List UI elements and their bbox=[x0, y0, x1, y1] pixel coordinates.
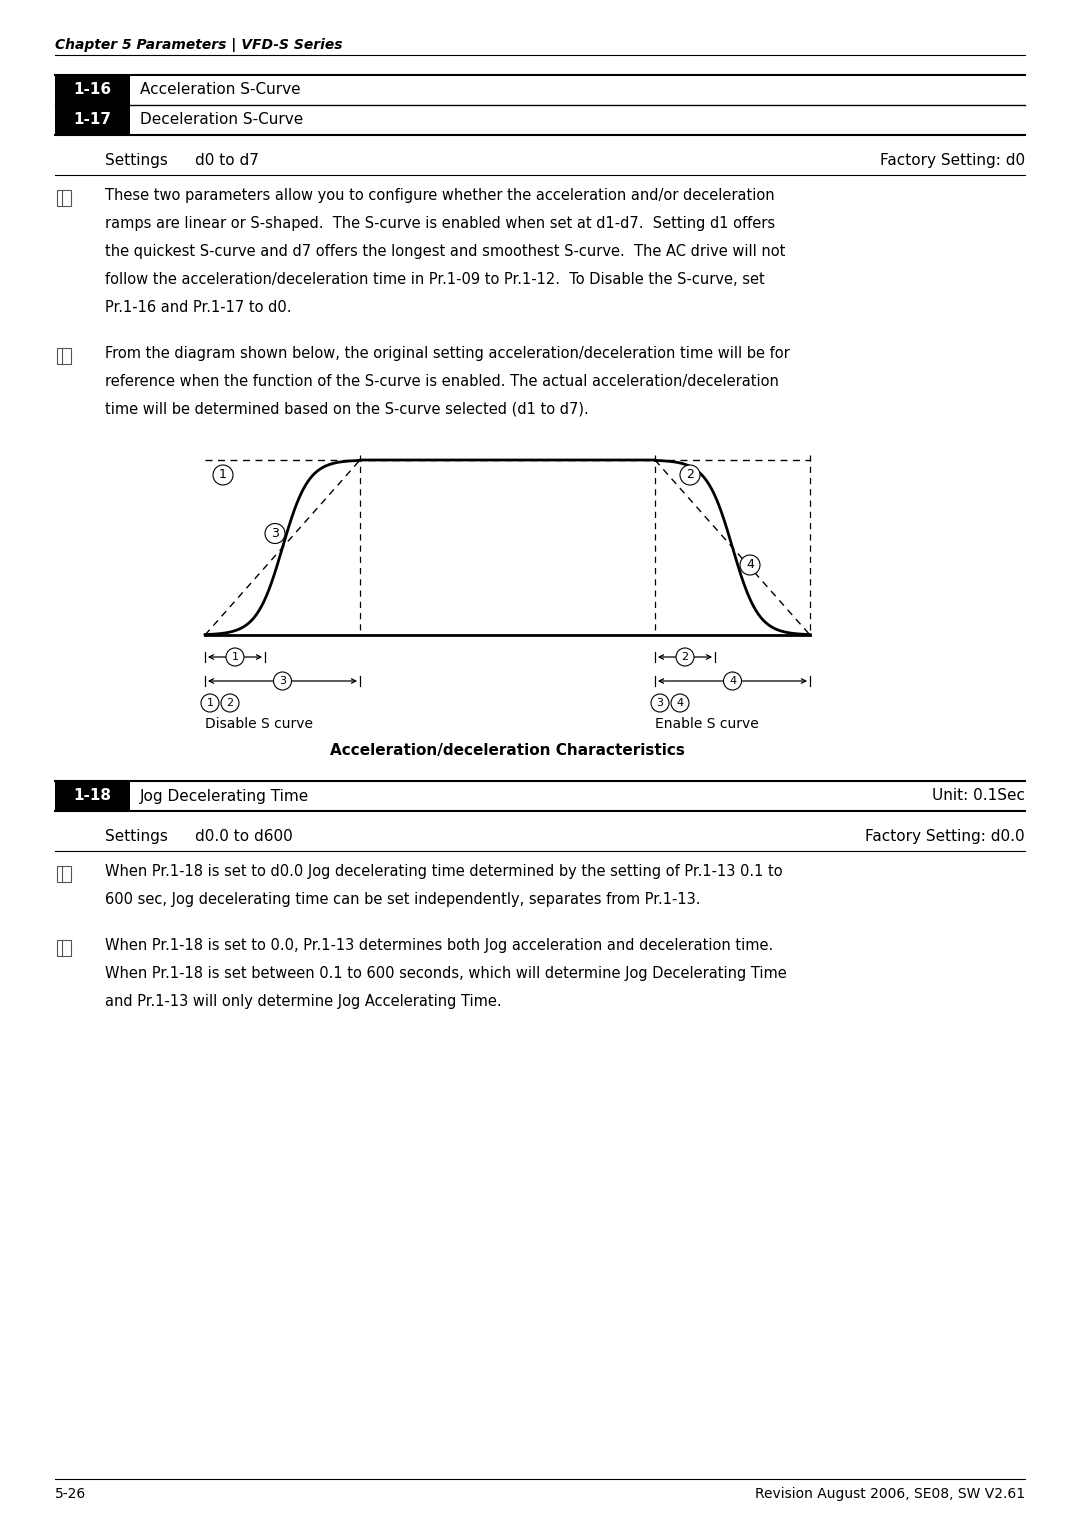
Text: 1-17: 1-17 bbox=[73, 112, 111, 127]
Bar bbox=[57, 348, 71, 364]
Bar bbox=[55, 781, 130, 811]
Bar bbox=[57, 190, 71, 206]
Circle shape bbox=[221, 693, 239, 712]
Text: d0 to d7: d0 to d7 bbox=[195, 153, 259, 169]
Circle shape bbox=[724, 672, 742, 690]
Text: Disable S curve: Disable S curve bbox=[205, 716, 313, 732]
Text: When Pr.1-18 is set to d0.0 Jog decelerating time determined by the setting of P: When Pr.1-18 is set to d0.0 Jog decelera… bbox=[105, 864, 783, 879]
Text: follow the acceleration/deceleration time in Pr.1-09 to Pr.1-12.  To Disable the: follow the acceleration/deceleration tim… bbox=[105, 272, 765, 287]
Circle shape bbox=[265, 523, 285, 543]
Text: 2: 2 bbox=[227, 698, 233, 709]
Circle shape bbox=[671, 693, 689, 712]
Text: 1-18: 1-18 bbox=[73, 788, 111, 804]
Text: 4: 4 bbox=[729, 676, 737, 686]
Text: 3: 3 bbox=[279, 676, 286, 686]
Text: 600 sec, Jog decelerating time can be set independently, separates from Pr.1-13.: 600 sec, Jog decelerating time can be se… bbox=[105, 891, 701, 907]
Text: 1-16: 1-16 bbox=[73, 83, 111, 98]
Text: Acceleration S-Curve: Acceleration S-Curve bbox=[140, 83, 300, 98]
Text: Jog Decelerating Time: Jog Decelerating Time bbox=[140, 788, 309, 804]
Text: Pr.1-16 and Pr.1-17 to d0.: Pr.1-16 and Pr.1-17 to d0. bbox=[105, 301, 292, 314]
Text: 4: 4 bbox=[676, 698, 684, 709]
Bar bbox=[55, 75, 130, 104]
Text: Chapter 5 Parameters | VFD-S Series: Chapter 5 Parameters | VFD-S Series bbox=[55, 38, 342, 52]
Text: When Pr.1-18 is set to 0.0, Pr.1-13 determines both Jog acceleration and deceler: When Pr.1-18 is set to 0.0, Pr.1-13 dete… bbox=[105, 937, 773, 953]
Text: Factory Setting: d0: Factory Setting: d0 bbox=[880, 153, 1025, 169]
Text: 5-26: 5-26 bbox=[55, 1486, 86, 1500]
Circle shape bbox=[213, 465, 233, 485]
Circle shape bbox=[680, 465, 700, 485]
Circle shape bbox=[651, 693, 669, 712]
Text: 3: 3 bbox=[657, 698, 663, 709]
Text: Factory Setting: d0.0: Factory Setting: d0.0 bbox=[865, 828, 1025, 844]
Bar bbox=[55, 104, 130, 135]
Text: reference when the function of the S-curve is enabled. The actual acceleration/d: reference when the function of the S-cur… bbox=[105, 374, 779, 390]
Text: ramps are linear or S-shaped.  The S-curve is enabled when set at d1-d7.  Settin: ramps are linear or S-shaped. The S-curv… bbox=[105, 216, 775, 232]
Bar bbox=[57, 940, 71, 956]
Text: 2: 2 bbox=[686, 468, 694, 482]
Circle shape bbox=[676, 647, 694, 666]
Text: Settings: Settings bbox=[105, 153, 167, 169]
Text: Deceleration S-Curve: Deceleration S-Curve bbox=[140, 112, 303, 127]
Bar bbox=[57, 867, 71, 882]
Text: 4: 4 bbox=[746, 558, 754, 572]
Text: From the diagram shown below, the original setting acceleration/deceleration tim: From the diagram shown below, the origin… bbox=[105, 347, 789, 360]
Text: Enable S curve: Enable S curve bbox=[654, 716, 759, 732]
Text: Unit: 0.1Sec: Unit: 0.1Sec bbox=[932, 788, 1025, 804]
Text: 3: 3 bbox=[271, 528, 279, 540]
Text: 1: 1 bbox=[206, 698, 214, 709]
Text: 2: 2 bbox=[681, 652, 689, 663]
Text: 1: 1 bbox=[219, 468, 227, 482]
Text: Acceleration/deceleration Characteristics: Acceleration/deceleration Characteristic… bbox=[330, 742, 685, 758]
Text: and Pr.1-13 will only determine Jog Accelerating Time.: and Pr.1-13 will only determine Jog Acce… bbox=[105, 994, 501, 1009]
Text: d0.0 to d600: d0.0 to d600 bbox=[195, 828, 293, 844]
Text: Revision August 2006, SE08, SW V2.61: Revision August 2006, SE08, SW V2.61 bbox=[755, 1486, 1025, 1500]
Text: time will be determined based on the S-curve selected (d1 to d7).: time will be determined based on the S-c… bbox=[105, 402, 589, 417]
Circle shape bbox=[740, 555, 760, 575]
Text: Settings: Settings bbox=[105, 828, 167, 844]
Text: These two parameters allow you to configure whether the acceleration and/or dece: These two parameters allow you to config… bbox=[105, 189, 774, 202]
Text: 1: 1 bbox=[231, 652, 239, 663]
Circle shape bbox=[201, 693, 219, 712]
Text: the quickest S-curve and d7 offers the longest and smoothest S-curve.  The AC dr: the quickest S-curve and d7 offers the l… bbox=[105, 244, 785, 259]
Circle shape bbox=[273, 672, 292, 690]
Text: When Pr.1-18 is set between 0.1 to 600 seconds, which will determine Jog Deceler: When Pr.1-18 is set between 0.1 to 600 s… bbox=[105, 966, 786, 982]
Circle shape bbox=[226, 647, 244, 666]
